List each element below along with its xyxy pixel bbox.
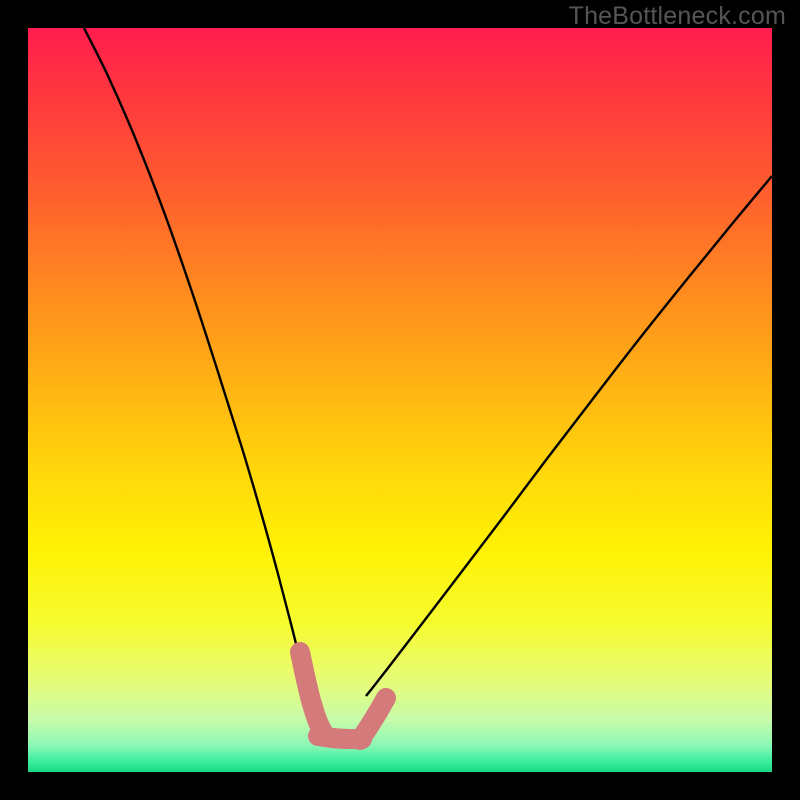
bottleneck-curve-right: [366, 176, 772, 696]
curves-layer: [0, 0, 800, 800]
watermark-text: TheBottleneck.com: [569, 2, 786, 31]
bottleneck-curve-left: [84, 28, 306, 690]
highlight-marker-right-leg: [360, 698, 386, 740]
highlight-marker-left-leg: [300, 652, 324, 734]
chart-root: TheBottleneck.com: [0, 0, 800, 800]
